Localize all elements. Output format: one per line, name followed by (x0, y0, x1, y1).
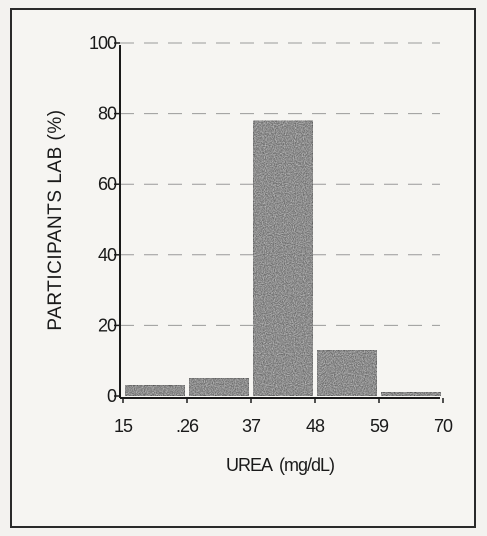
bar (316, 349, 378, 397)
y-tick-label: 60 (98, 174, 117, 194)
x-tick-label: 59 (370, 416, 389, 436)
x-tick-label: 70 (434, 416, 453, 436)
y-ticks: 0 20 40 60 80 100 (89, 33, 120, 406)
x-axis-title: UREA (mg/dL) (226, 455, 334, 475)
y-tick-label: 0 (107, 386, 117, 406)
gridlines (120, 42, 440, 326)
x-ticks: 15 .26 37 48 59 70 (114, 398, 454, 436)
x-tick-label: 15 (114, 416, 133, 436)
bar (252, 120, 314, 397)
x-tick-label: 48 (306, 416, 325, 436)
x-tick-label: 37 (242, 416, 261, 436)
y-axis-title: PARTICIPANTS LAB (%) (45, 109, 66, 330)
bar (124, 384, 186, 397)
y-tick-label: 80 (98, 104, 117, 124)
x-tick-label: .26 (176, 416, 199, 436)
y-tick-label: 100 (89, 33, 117, 53)
bars (124, 120, 442, 397)
y-tick-label: 40 (98, 245, 117, 265)
bar (188, 377, 250, 397)
bar (380, 391, 442, 397)
chart-frame (10, 8, 476, 528)
y-tick-label: 20 (98, 315, 117, 335)
